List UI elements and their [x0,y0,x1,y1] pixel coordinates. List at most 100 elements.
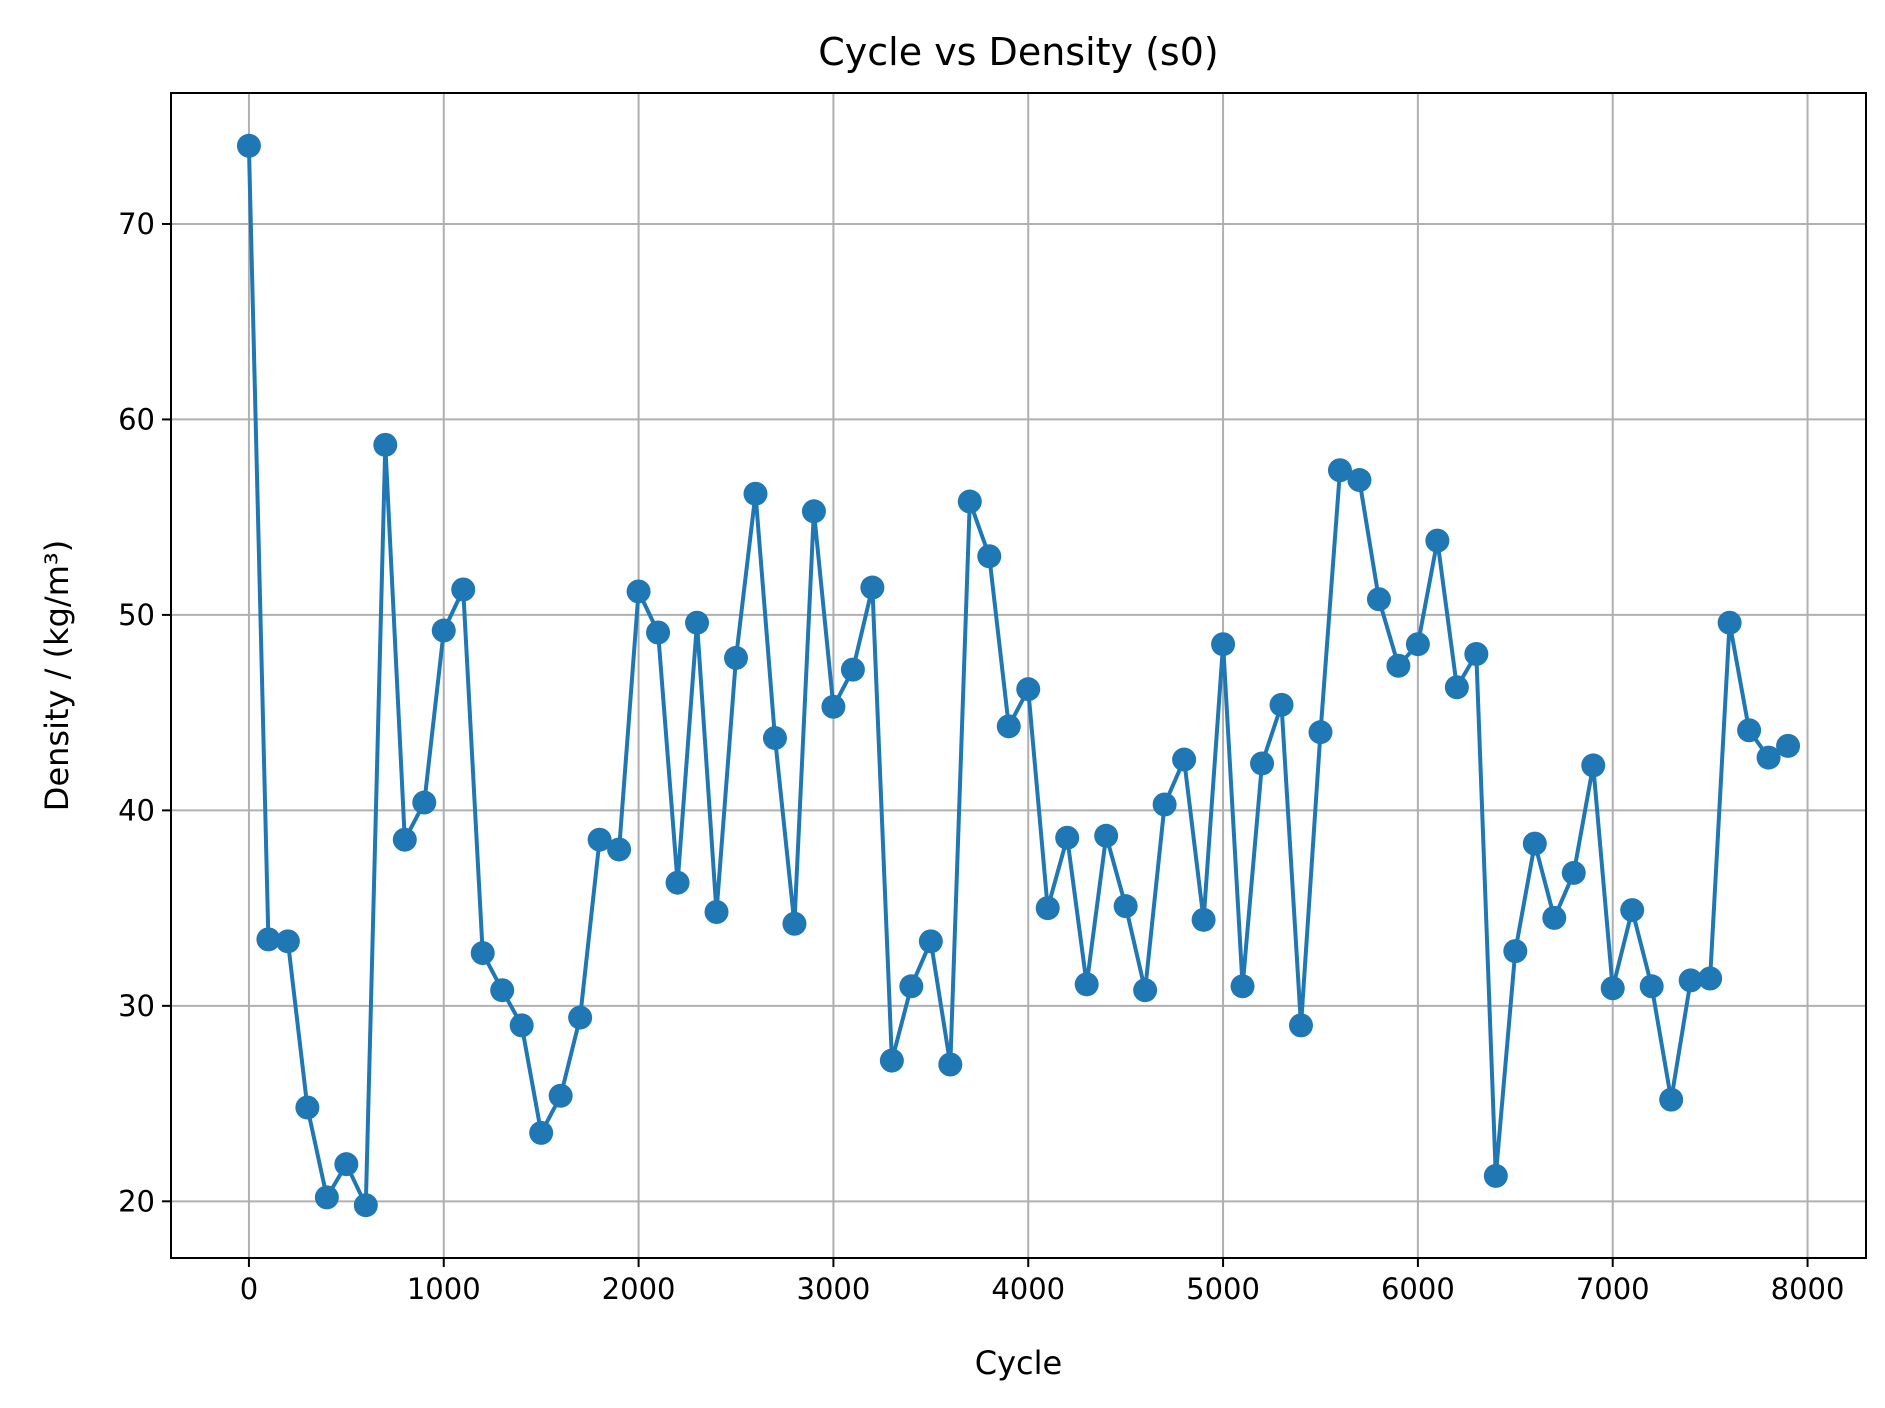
plot-frame [170,92,1867,1259]
density-series [236,133,1801,1218]
data-point-6200 [1444,675,1469,700]
axis-ticks: 0 1000 2000 3000 4000 5000 6000 7000 8000 20 30 40 5… [118,207,1844,1306]
data-point-4700 [1152,792,1177,817]
data-point-3800 [977,544,1002,569]
data-point-600 [353,1193,378,1218]
x-tick-label-5000: 5000 [1186,1272,1260,1306]
data-point-1900 [607,837,632,862]
data-point-7000 [1600,976,1625,1001]
data-point-800 [392,827,417,852]
y-tick-label-70: 70 [118,207,155,241]
chart-title: Cycle vs Density (s0) [818,30,1218,74]
data-point-400 [314,1185,339,1210]
y-tick-label-60: 60 [118,402,155,436]
data-point-300 [295,1095,320,1120]
data-point-1800 [587,827,612,852]
data-point-1600 [548,1083,573,1108]
data-point-2500 [724,645,748,670]
data-point-6800 [1561,860,1586,885]
data-point-6100 [1425,528,1450,553]
data-point-1400 [509,1013,534,1038]
data-point-7900 [1776,733,1801,758]
data-point-3700 [957,489,982,514]
data-point-0 [236,133,261,158]
data-point-5300 [1269,692,1294,717]
data-point-1500 [529,1120,554,1145]
data-point-5700 [1347,468,1372,493]
data-point-5900 [1386,653,1411,678]
data-point-7300 [1659,1087,1684,1112]
data-point-4400 [1094,823,1119,848]
data-point-7100 [1620,898,1645,923]
data-point-6600 [1522,831,1547,856]
data-point-5000 [1211,632,1236,657]
data-point-4100 [1035,896,1060,921]
y-axis-title: Density / (kg/m³) [38,540,76,811]
data-point-5400 [1289,1013,1313,1038]
data-point-6400 [1483,1163,1508,1188]
data-point-5600 [1327,458,1352,483]
data-point-6900 [1581,753,1606,778]
data-point-4000 [1016,677,1041,702]
data-point-3200 [860,575,885,600]
x-tick-label-1000: 1000 [407,1272,481,1306]
data-point-3900 [996,714,1021,739]
data-point-6300 [1464,641,1489,666]
data-point-2100 [646,620,671,645]
data-point-2000 [626,579,651,604]
x-tick-label-4000: 4000 [991,1272,1065,1306]
data-point-1300 [490,978,515,1003]
data-point-3000 [821,694,846,719]
data-point-5200 [1250,751,1275,776]
y-tick-label-50: 50 [118,598,155,632]
data-point-900 [412,790,437,815]
data-point-100 [256,927,281,952]
data-point-7200 [1639,974,1664,999]
data-point-2200 [665,870,690,895]
data-point-4600 [1133,978,1158,1003]
data-point-4900 [1191,907,1216,932]
data-point-700 [373,432,398,457]
data-point-3300 [879,1048,904,1073]
data-point-4200 [1055,825,1080,850]
data-point-1200 [470,941,495,966]
data-point-2400 [704,900,729,925]
data-point-6000 [1405,632,1430,657]
data-point-6500 [1503,939,1528,964]
data-point-2600 [743,481,768,506]
y-tick-label-40: 40 [118,793,155,827]
data-point-3400 [899,974,924,999]
y-tick-label-20: 20 [118,1184,155,1218]
x-tick-label-0: 0 [240,1272,258,1306]
data-point-3100 [840,657,865,682]
x-tick-label-3000: 3000 [797,1272,871,1306]
y-tick-label-30: 30 [118,989,155,1023]
data-point-3600 [938,1052,963,1077]
x-axis-title: Cycle [975,1344,1062,1382]
x-tick-label-8000: 8000 [1771,1272,1845,1306]
data-point-4300 [1074,972,1099,997]
data-point-1100 [451,577,476,602]
x-tick-label-6000: 6000 [1381,1272,1455,1306]
data-point-7800 [1756,745,1781,770]
data-point-4500 [1113,894,1138,919]
x-tick-label-2000: 2000 [602,1272,676,1306]
data-point-7700 [1737,718,1762,743]
data-point-7400 [1678,968,1703,993]
data-point-200 [275,929,300,954]
data-point-6700 [1542,905,1567,930]
data-point-500 [334,1152,359,1177]
data-point-1700 [568,1005,593,1030]
data-point-2700 [762,726,787,751]
data-point-2300 [685,610,710,635]
data-point-5800 [1366,587,1391,612]
data-point-4800 [1172,747,1197,772]
x-tick-label-7000: 7000 [1576,1272,1650,1306]
data-point-7600 [1717,610,1742,635]
data-point-2800 [782,911,807,936]
data-point-3500 [918,929,943,954]
data-point-5100 [1230,974,1255,999]
data-point-5500 [1308,720,1333,745]
